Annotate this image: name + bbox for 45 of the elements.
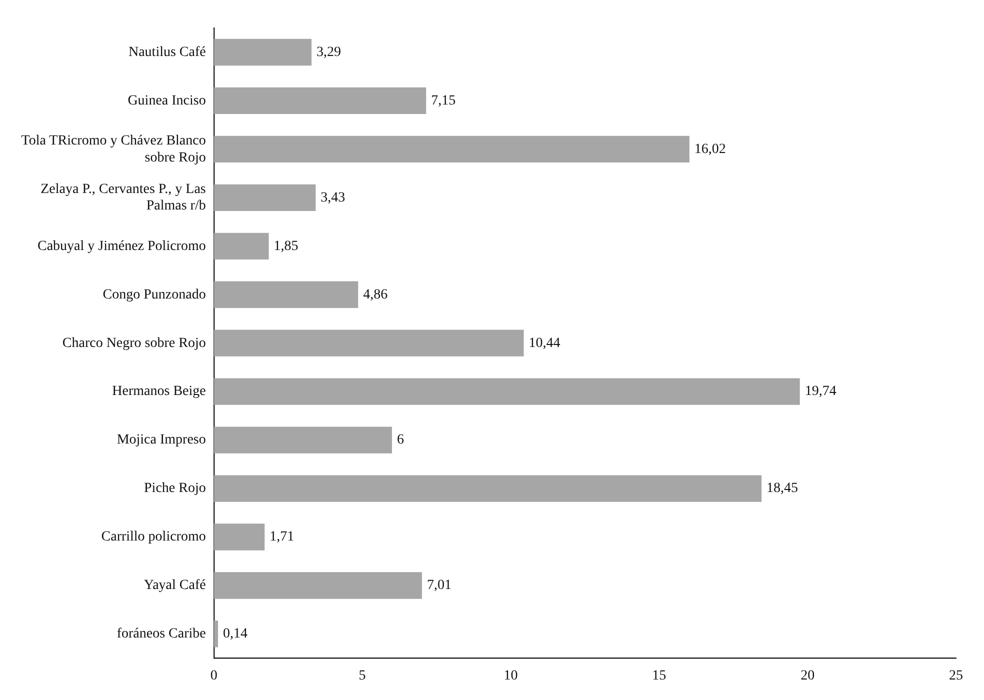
bar (214, 232, 269, 260)
data-label: 3,43 (320, 190, 346, 206)
data-label: 18,45 (766, 481, 798, 496)
bar (214, 281, 358, 308)
y-tick-label: Yayal Café (144, 578, 206, 594)
bar (214, 378, 800, 405)
y-tick-label: Zelaya P., Cervantes P., y Las Palmas r/b (40, 182, 206, 214)
y-tick-label: Mojica Impreso (116, 432, 206, 448)
bar (214, 87, 426, 114)
data-label: 7,15 (431, 93, 456, 108)
data-label: 0,14 (223, 626, 248, 642)
x-tick-label: 10 (504, 668, 518, 684)
data-label: 1,85 (274, 238, 298, 254)
bar (214, 524, 265, 550)
bar (214, 475, 762, 502)
data-label: 4,86 (363, 287, 388, 302)
y-tick-label: Cabuyal y Jiménez Policromo (38, 238, 206, 254)
bar (214, 38, 312, 66)
y-tick-label: Nautilus Café (128, 44, 206, 60)
y-tick-label: Guinea Inciso (128, 93, 206, 108)
y-tick-label: foráneos Caribe (116, 626, 206, 642)
bar (214, 620, 218, 648)
y-tick-label: Congo Punzonado (102, 287, 206, 302)
y-tick-label: Charco Negro sobre Rojo (62, 336, 206, 351)
bar (214, 136, 690, 163)
data-label: 16,02 (694, 142, 726, 157)
data-label: 3,29 (316, 44, 342, 60)
y-tick-label: Hermanos Beige (112, 384, 206, 400)
data-label: 6 (396, 432, 404, 448)
bar (214, 426, 392, 454)
y-tick-label: Carrillo policromo (101, 530, 206, 545)
x-tick-label: 0 (210, 668, 218, 684)
x-tick-label: 25 (949, 668, 963, 684)
bar (214, 330, 524, 356)
y-tick-label: Tola TRicromo y Chávez Blanco sobre Rojo (21, 133, 206, 166)
data-label: 7,01 (426, 578, 452, 594)
data-label: 10,44 (528, 336, 560, 351)
bar (214, 184, 316, 211)
bar (214, 572, 422, 599)
x-tick-label: 20 (800, 668, 815, 684)
data-label: 1,71 (270, 530, 294, 545)
x-tick-label: 15 (652, 668, 666, 684)
y-tick-label: Piche Rojo (144, 481, 206, 496)
data-label: 19,74 (804, 384, 836, 400)
x-tick-label: 5 (358, 668, 366, 684)
